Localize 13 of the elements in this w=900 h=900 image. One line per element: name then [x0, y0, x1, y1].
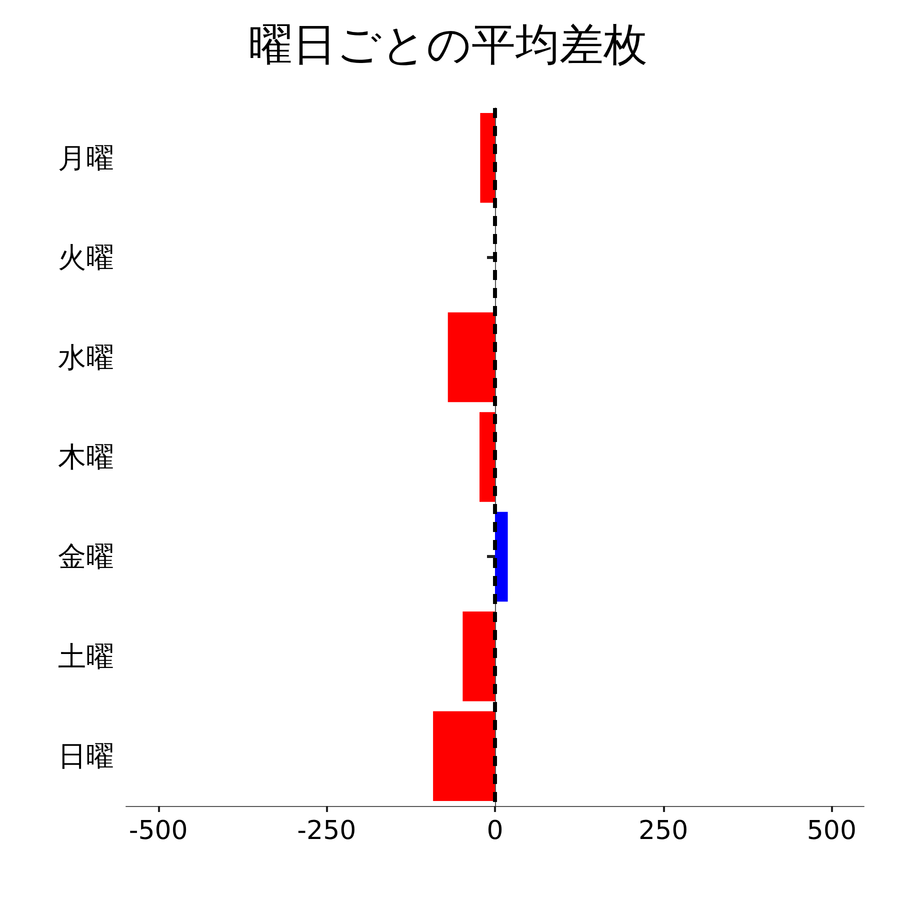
chart-title: 曜日ごとの平均差枚	[248, 20, 648, 70]
y-tick-label: 日曜	[58, 740, 114, 773]
x-tick-label: 250	[638, 816, 688, 846]
y-tick-label: 火曜	[58, 241, 114, 274]
y-tick-label: 土曜	[58, 640, 114, 673]
y-tick-label: 木曜	[58, 440, 114, 474]
y-tick-label: 月曜	[58, 141, 114, 174]
x-tick-label: -500	[128, 816, 188, 846]
y-tick-label: 金曜	[58, 540, 114, 574]
x-tick-label: -250	[297, 816, 356, 846]
x-tick-label: 500	[806, 816, 856, 846]
x-tick-label: 0	[486, 816, 504, 846]
y-tick-label: 水曜	[58, 340, 114, 374]
